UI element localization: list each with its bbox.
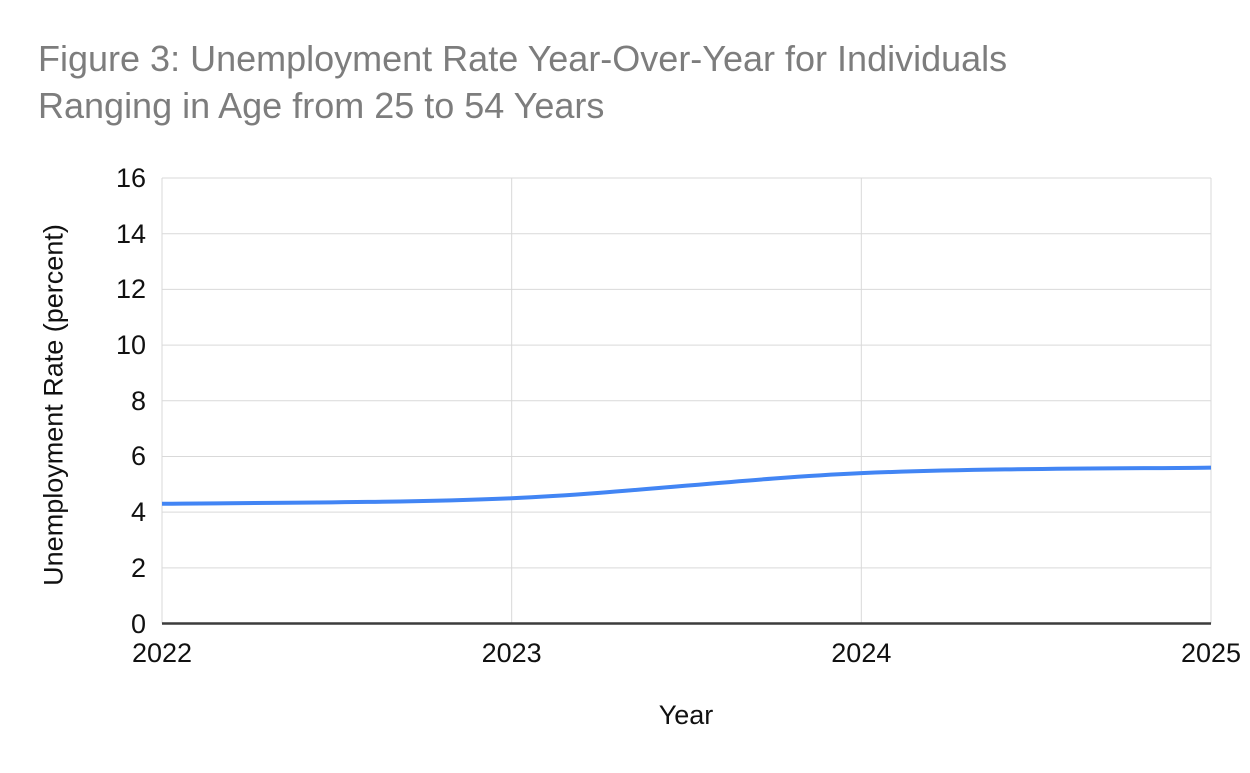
y-tick-label: 0 bbox=[130, 608, 146, 639]
y-tick-label: 10 bbox=[115, 330, 146, 361]
y-tick-label: 8 bbox=[130, 385, 146, 416]
x-axis-title: Year bbox=[658, 700, 714, 730]
y-tick-label: 6 bbox=[130, 441, 146, 472]
unemployment-rate-line bbox=[161, 465, 1212, 506]
chart-title-line1: Figure 3: Unemployment Rate Year-Over-Ye… bbox=[38, 38, 1008, 79]
y-tick-label: 14 bbox=[115, 218, 146, 249]
horizontal-gridlines bbox=[162, 177, 1211, 569]
y-tick-label: 16 bbox=[115, 163, 146, 193]
y-tick-label: 2 bbox=[130, 552, 146, 583]
vertical-gridlines bbox=[161, 178, 1212, 624]
y-tick-label: 4 bbox=[130, 497, 146, 528]
x-tick-label: 2023 bbox=[481, 638, 542, 668]
chart-title-line2: Ranging in Age from 25 to 54 Years bbox=[38, 85, 605, 126]
chart-title: Figure 3: Unemployment Rate Year-Over-Ye… bbox=[38, 35, 1007, 129]
x-tick-label: 2022 bbox=[131, 638, 193, 668]
y-tick-label: 12 bbox=[115, 274, 146, 305]
x-tick-label: 2025 bbox=[1180, 638, 1242, 668]
x-tick-label: 2024 bbox=[831, 638, 892, 668]
